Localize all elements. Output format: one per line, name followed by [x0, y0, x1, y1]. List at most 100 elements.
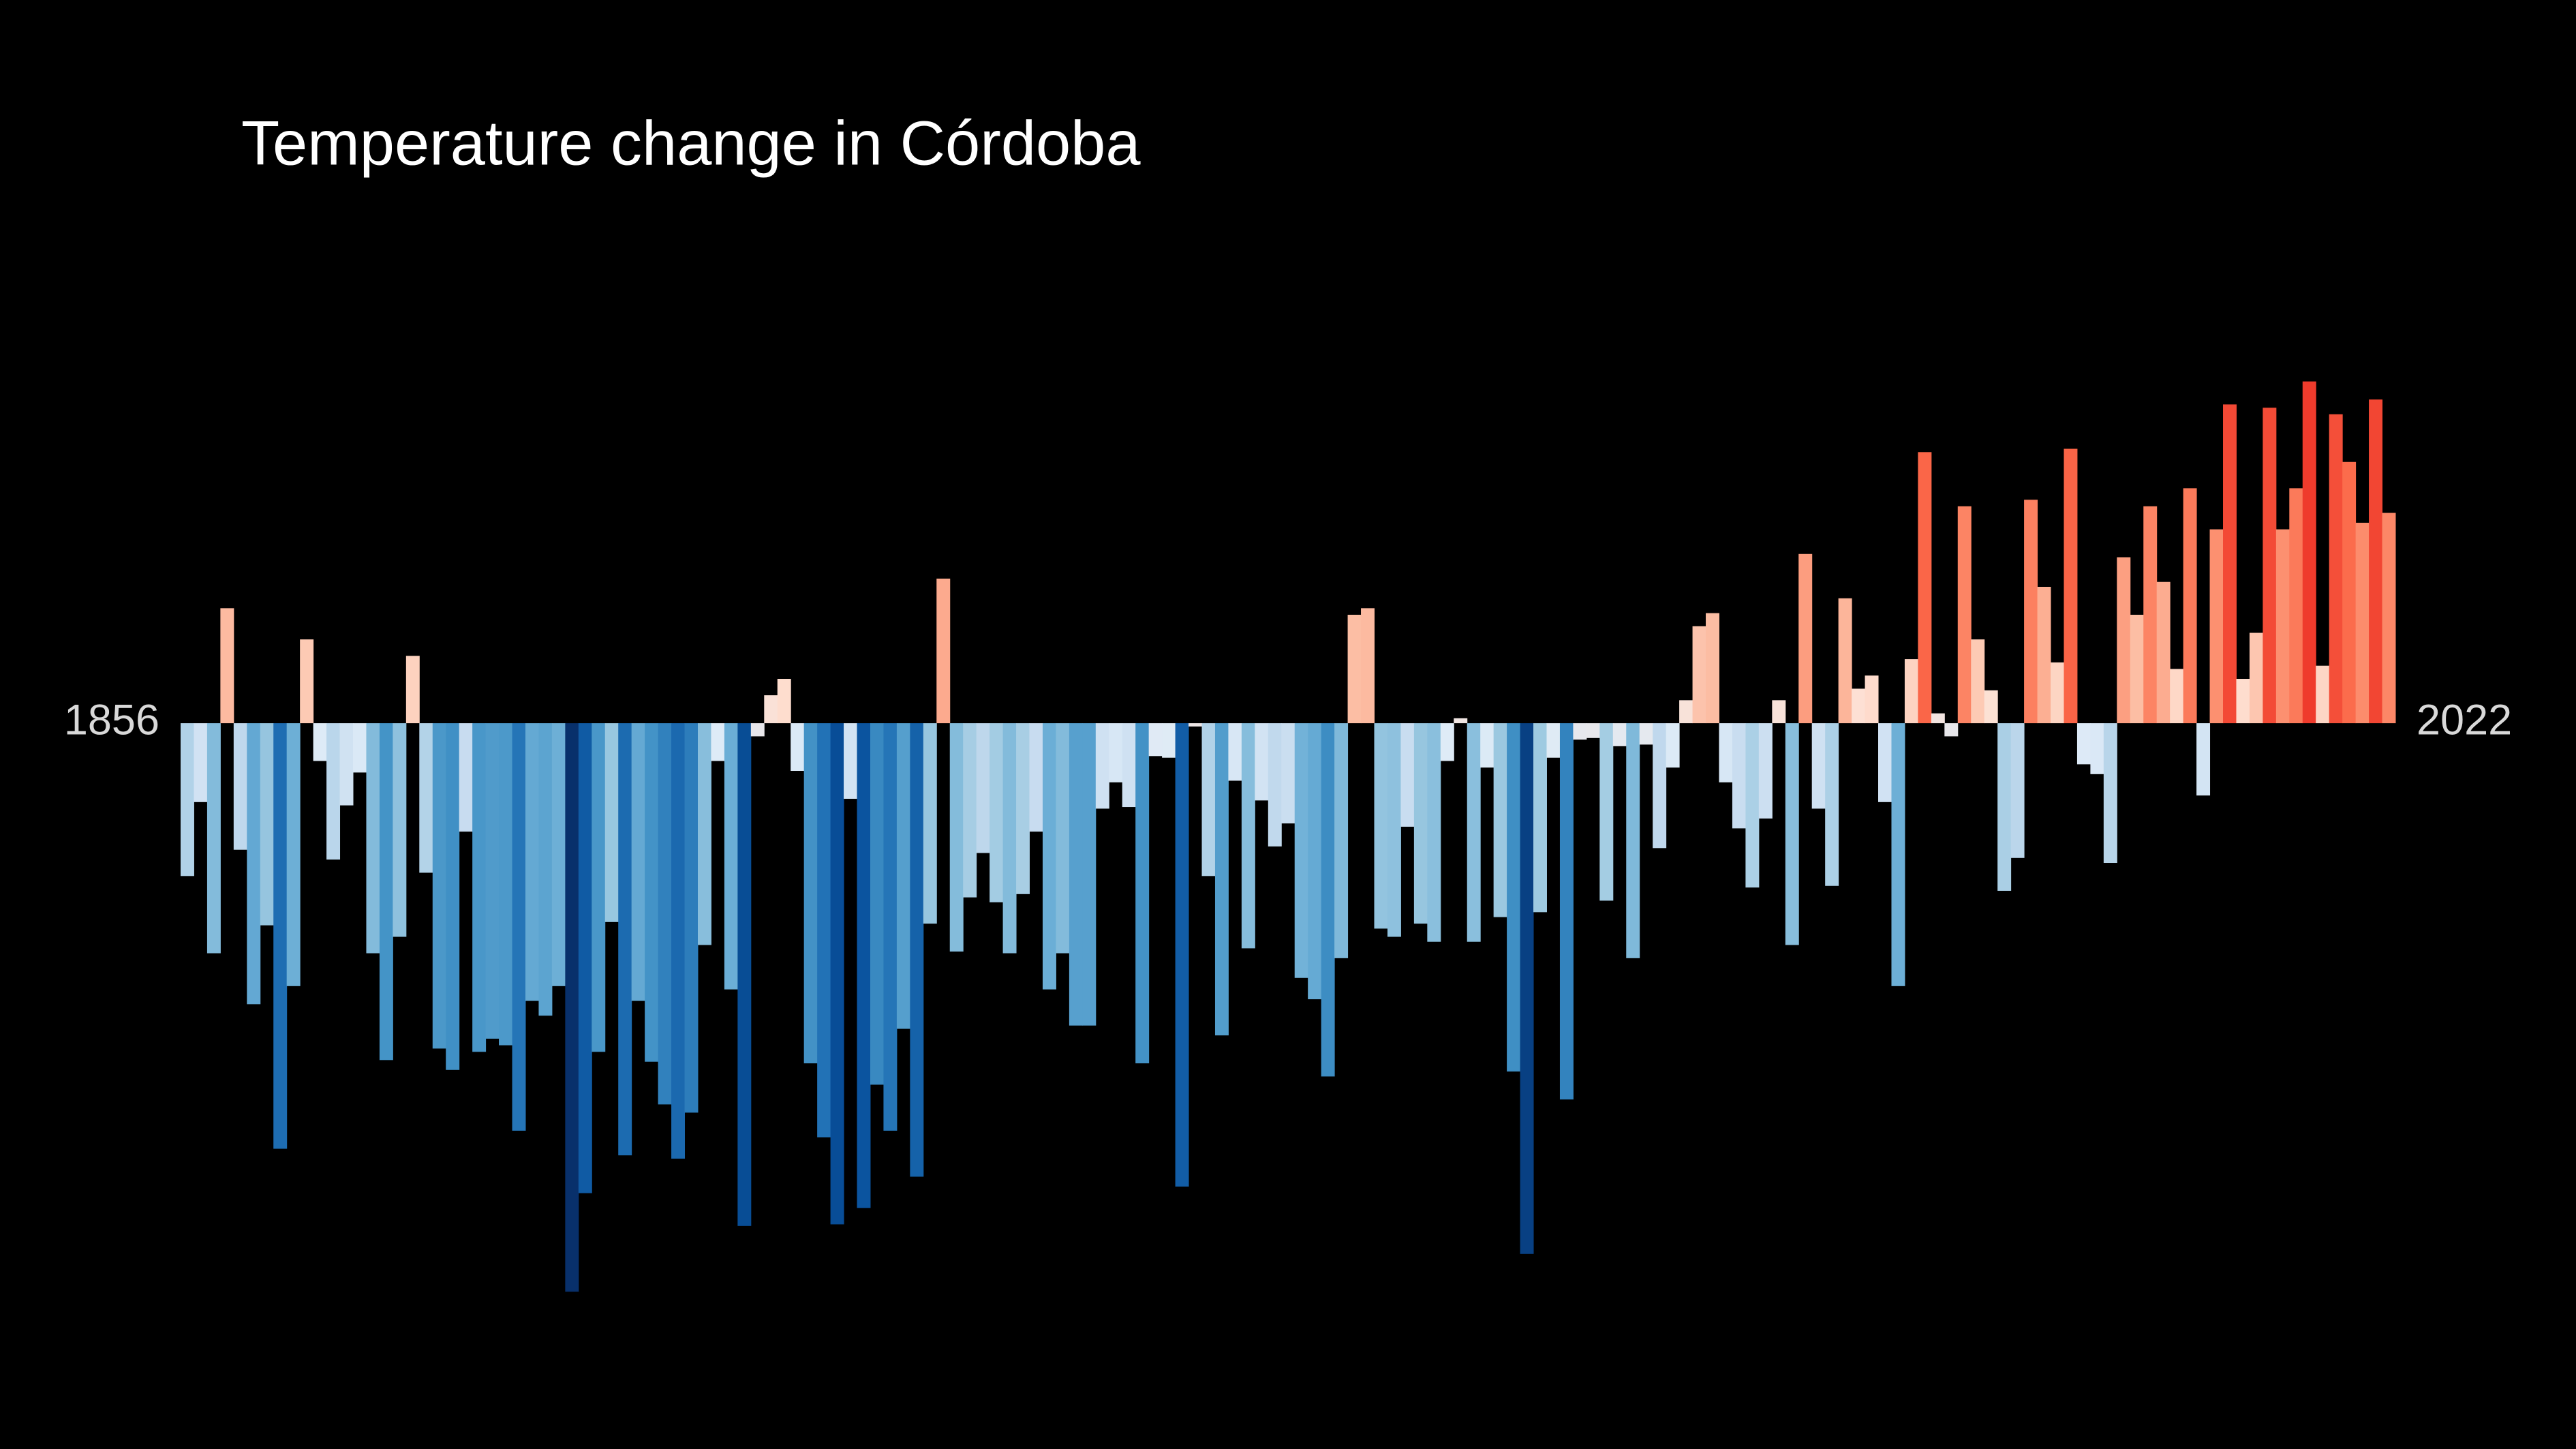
bar: [1957, 506, 1972, 724]
bar: [1255, 723, 1269, 801]
bar: [1692, 626, 1706, 724]
bar: [2382, 513, 2396, 724]
bar: [1175, 723, 1189, 1187]
bar: [1758, 723, 1773, 819]
bar: [1109, 723, 1123, 782]
bar: [1281, 723, 1295, 824]
bar: [1334, 723, 1349, 958]
bar: [485, 723, 500, 1039]
bar: [2183, 488, 2197, 724]
bar: [313, 723, 327, 761]
bar: [233, 723, 247, 850]
bar: [2223, 404, 2237, 724]
bar: [2037, 587, 2051, 724]
bar: [1732, 723, 1746, 829]
bar: [1719, 723, 1733, 782]
bar: [711, 723, 725, 761]
bar: [1214, 723, 1229, 1036]
chart-title: Temperature change in Córdoba: [241, 108, 1141, 178]
bar: [446, 723, 460, 1070]
bar: [472, 723, 487, 1052]
bar: [2196, 723, 2211, 796]
bar: [379, 723, 393, 1061]
bar: [2103, 723, 2117, 864]
bar: [194, 723, 208, 802]
bar: [1798, 553, 1813, 724]
bar: [803, 723, 818, 1064]
bar: [896, 723, 910, 1029]
bar: [1228, 723, 1242, 781]
bar: [419, 723, 433, 873]
bar: [578, 723, 592, 1193]
bar: [405, 656, 420, 724]
bar: [1056, 723, 1070, 954]
bar: [1984, 690, 1998, 724]
bar: [1825, 723, 1839, 886]
bar: [724, 723, 738, 990]
bar: [936, 578, 951, 724]
bar: [857, 723, 871, 1208]
bar: [2289, 488, 2303, 724]
bar: [2263, 408, 2277, 724]
bar: [2010, 723, 2025, 858]
bar: [2342, 461, 2357, 724]
bar: [737, 723, 752, 1226]
bar: [273, 723, 288, 1149]
bar: [1918, 452, 1932, 724]
bar: [1082, 723, 1097, 1026]
bar: [1347, 614, 1362, 724]
bar: [645, 723, 659, 1062]
bar: [1706, 613, 1719, 724]
bar: [1546, 723, 1561, 758]
bar: [286, 723, 301, 986]
bar: [1944, 723, 1959, 737]
bar: [366, 723, 380, 954]
bar: [1427, 723, 1441, 942]
bar: [990, 723, 1004, 902]
bar: [1069, 723, 1083, 1026]
bar: [2302, 381, 2316, 724]
bar: [2316, 665, 2330, 724]
bar: [1189, 723, 1203, 727]
bar: [1454, 718, 1468, 724]
bar: [592, 723, 606, 1052]
bar: [2130, 614, 2144, 724]
bar: [1241, 723, 1255, 949]
bar: [565, 723, 579, 1292]
bar: [963, 723, 977, 898]
bar: [300, 639, 314, 724]
bar: [1653, 723, 1667, 849]
bar: [393, 723, 407, 937]
bar: [1361, 608, 1375, 724]
bar: [1387, 723, 1401, 937]
bar: [1507, 723, 1521, 1072]
bar: [791, 723, 805, 772]
bar: [618, 723, 632, 1156]
bar: [777, 679, 791, 724]
bar: [870, 723, 884, 1085]
bar: [2090, 723, 2104, 774]
bar: [1321, 723, 1335, 1077]
bar: [1811, 723, 1826, 809]
bar: [432, 723, 446, 1049]
bar: [1374, 723, 1388, 929]
x-tick-label: 1856: [64, 697, 159, 744]
bar: [1533, 723, 1547, 913]
bar: [1891, 723, 1905, 986]
bar: [1612, 723, 1627, 746]
bar: [1268, 723, 1282, 846]
bar: [750, 723, 765, 737]
bar: [1997, 723, 2012, 891]
bar: [1679, 700, 1693, 724]
bar: [1294, 723, 1308, 978]
bar: [2076, 723, 2091, 765]
bar: [1666, 723, 1680, 768]
bar: [2236, 679, 2250, 724]
bar: [1162, 723, 1176, 758]
bar: [1520, 723, 1534, 1254]
bar: [1400, 723, 1415, 827]
x-tick-label: 2022: [2417, 697, 2512, 744]
bar: [1002, 723, 1017, 954]
bar: [1599, 723, 1614, 901]
